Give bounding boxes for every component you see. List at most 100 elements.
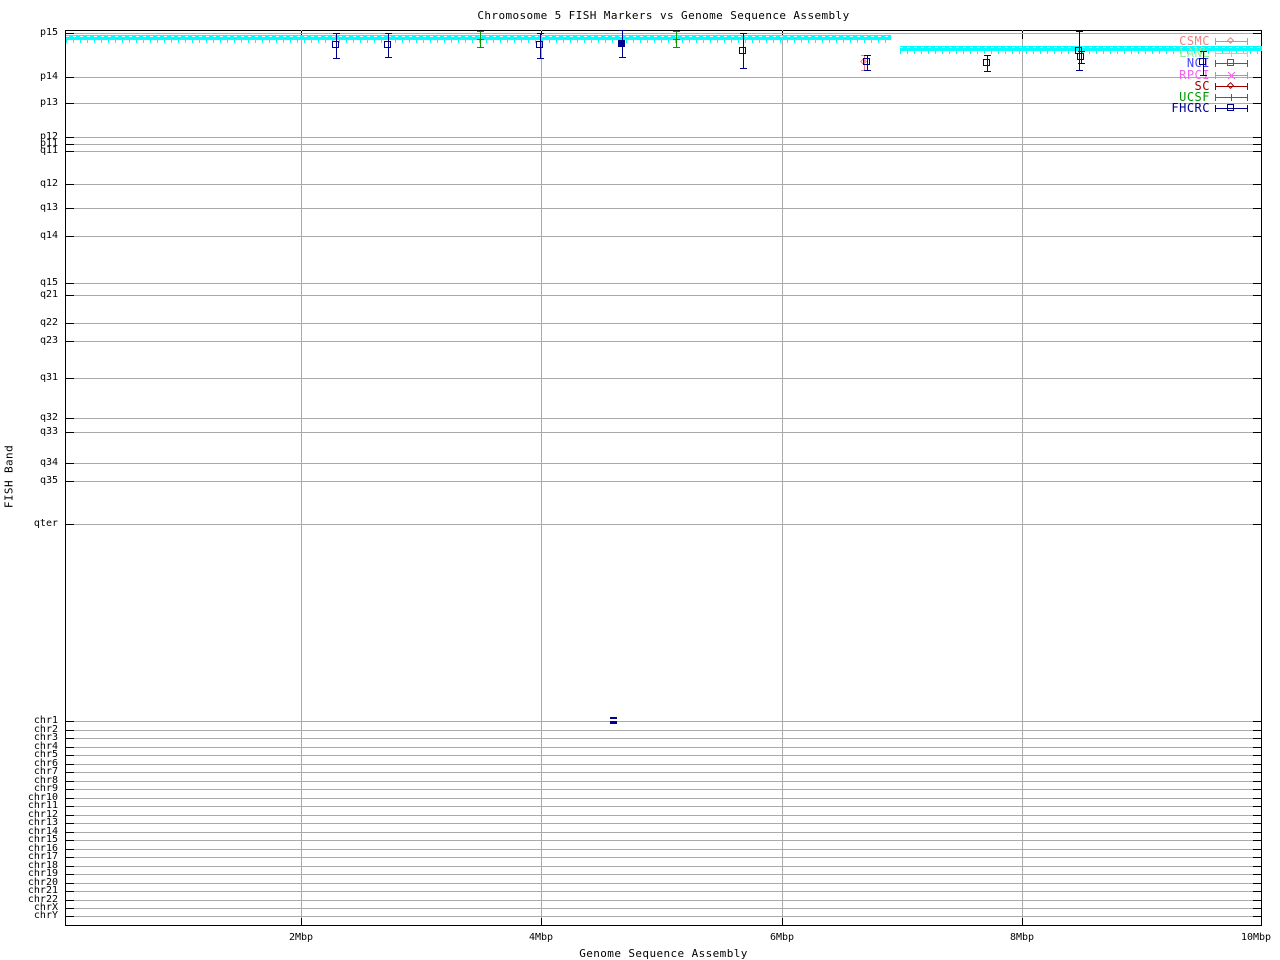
y-tick-right [1253, 184, 1261, 185]
error-bar-cap [477, 31, 484, 32]
legend-sample-line [1215, 86, 1248, 87]
x-tick-bottom [1022, 918, 1023, 926]
error-bar-fhcrc [388, 33, 389, 57]
y-gridline [66, 151, 1261, 152]
y-gridline [66, 524, 1261, 525]
y-tick-label: chr4 [33, 741, 58, 752]
y-tick-label: p14 [39, 71, 58, 82]
legend-sample-line [1215, 63, 1248, 64]
error-bar-fhcrc [1203, 51, 1204, 75]
x-tick-bottom [782, 918, 783, 926]
y-tick-left [66, 144, 74, 145]
legend-sample-line [1215, 41, 1248, 42]
legend-marker-x-icon [1228, 72, 1235, 79]
legend-sample-line [1215, 108, 1248, 109]
y-tick-right [1253, 463, 1261, 464]
y-tick-left [66, 823, 74, 824]
y-tick-right [1253, 857, 1261, 858]
error-bar-fhcrc [336, 33, 337, 58]
y-tick-label: q23 [39, 335, 58, 346]
error-bar-cap [1076, 31, 1083, 32]
y-gridline [66, 378, 1261, 379]
error-bar-cap [864, 55, 871, 56]
error-bar-cap [619, 57, 626, 58]
y-tick-label: q34 [39, 457, 58, 468]
y-tick-label: chr10 [27, 792, 58, 803]
y-tick-right [1253, 283, 1261, 284]
y-gridline [66, 781, 1261, 782]
legend-sample-cap [1215, 38, 1216, 45]
y-tick-label: p12 [39, 131, 58, 142]
y-tick-label: chr11 [27, 800, 58, 811]
y-tick-label: chr1 [33, 715, 58, 726]
y-tick-left [66, 432, 74, 433]
x-gridline [541, 30, 542, 926]
error-bar-cap [385, 33, 392, 34]
error-bar-cap [1078, 51, 1085, 52]
y-gridline [66, 755, 1261, 756]
y-gridline [66, 900, 1261, 901]
legend-sample-cap [1247, 72, 1248, 79]
y-tick-left [66, 772, 74, 773]
y-gridline [66, 481, 1261, 482]
y-tick-right [1253, 33, 1261, 34]
y-tick-label: q14 [39, 230, 58, 241]
y-tick-label: q11 [39, 145, 58, 156]
y-gridline [66, 764, 1261, 765]
y-tick-left [66, 916, 74, 917]
y-tick-right [1253, 891, 1261, 892]
y-tick-right [1253, 849, 1261, 850]
error-bar-cap [477, 47, 484, 48]
legend-sample-cap [1215, 83, 1216, 90]
y-gridline [66, 295, 1261, 296]
legend-label-ucsf: UCSF [1179, 90, 1210, 104]
y-tick-label: chr19 [27, 868, 58, 879]
y-tick-label: chr14 [27, 826, 58, 837]
error-bar-cap [1078, 63, 1085, 64]
legend-sample-cap [1247, 94, 1248, 101]
legend-marker-square-icon [1227, 104, 1234, 111]
y-tick-right [1253, 823, 1261, 824]
data-point-fhcrc [739, 47, 746, 54]
y-tick-label: chr20 [27, 877, 58, 888]
y-tick-left [66, 341, 74, 342]
y-tick-right [1253, 77, 1261, 78]
y-tick-right [1253, 755, 1261, 756]
y-tick-left [66, 738, 74, 739]
legend-sample-cap [1215, 94, 1216, 101]
y-tick-label: chr12 [27, 809, 58, 820]
y-tick-left [66, 908, 74, 909]
y-tick-left [66, 283, 74, 284]
y-gridline [66, 874, 1261, 875]
y-tick-label: q32 [39, 412, 58, 423]
y-tick-right [1253, 323, 1261, 324]
y-tick-right [1253, 137, 1261, 138]
y-tick-label: p15 [39, 27, 58, 38]
y-tick-left [66, 236, 74, 237]
y-tick-right [1253, 524, 1261, 525]
legend-marker-square-icon [1227, 59, 1234, 66]
y-tick-left [66, 866, 74, 867]
legend-sample-cap [1247, 105, 1248, 112]
y-tick-right [1253, 900, 1261, 901]
y-tick-left [66, 840, 74, 841]
y-gridline [66, 806, 1261, 807]
y-tick-left [66, 789, 74, 790]
y-tick-label: p11 [39, 138, 58, 149]
y-tick-label: chr5 [33, 749, 58, 760]
error-bar-csmc [864, 55, 865, 70]
y-tick-left [66, 900, 74, 901]
cyan-band [65, 35, 891, 40]
y-tick-right [1253, 781, 1261, 782]
y-tick-right [1253, 432, 1261, 433]
y-tick-right [1253, 144, 1261, 145]
y-tick-label: chrX [33, 902, 58, 913]
legend-label-csmc: CSMC [1179, 34, 1210, 48]
y-tick-left [66, 151, 74, 152]
y-tick-right [1253, 151, 1261, 152]
y-tick-label: q15 [39, 277, 58, 288]
y-tick-left [66, 77, 74, 78]
legend-marker-plus-icon [1228, 53, 1235, 54]
error-bar-cap [740, 68, 747, 69]
y-tick-right [1253, 730, 1261, 731]
